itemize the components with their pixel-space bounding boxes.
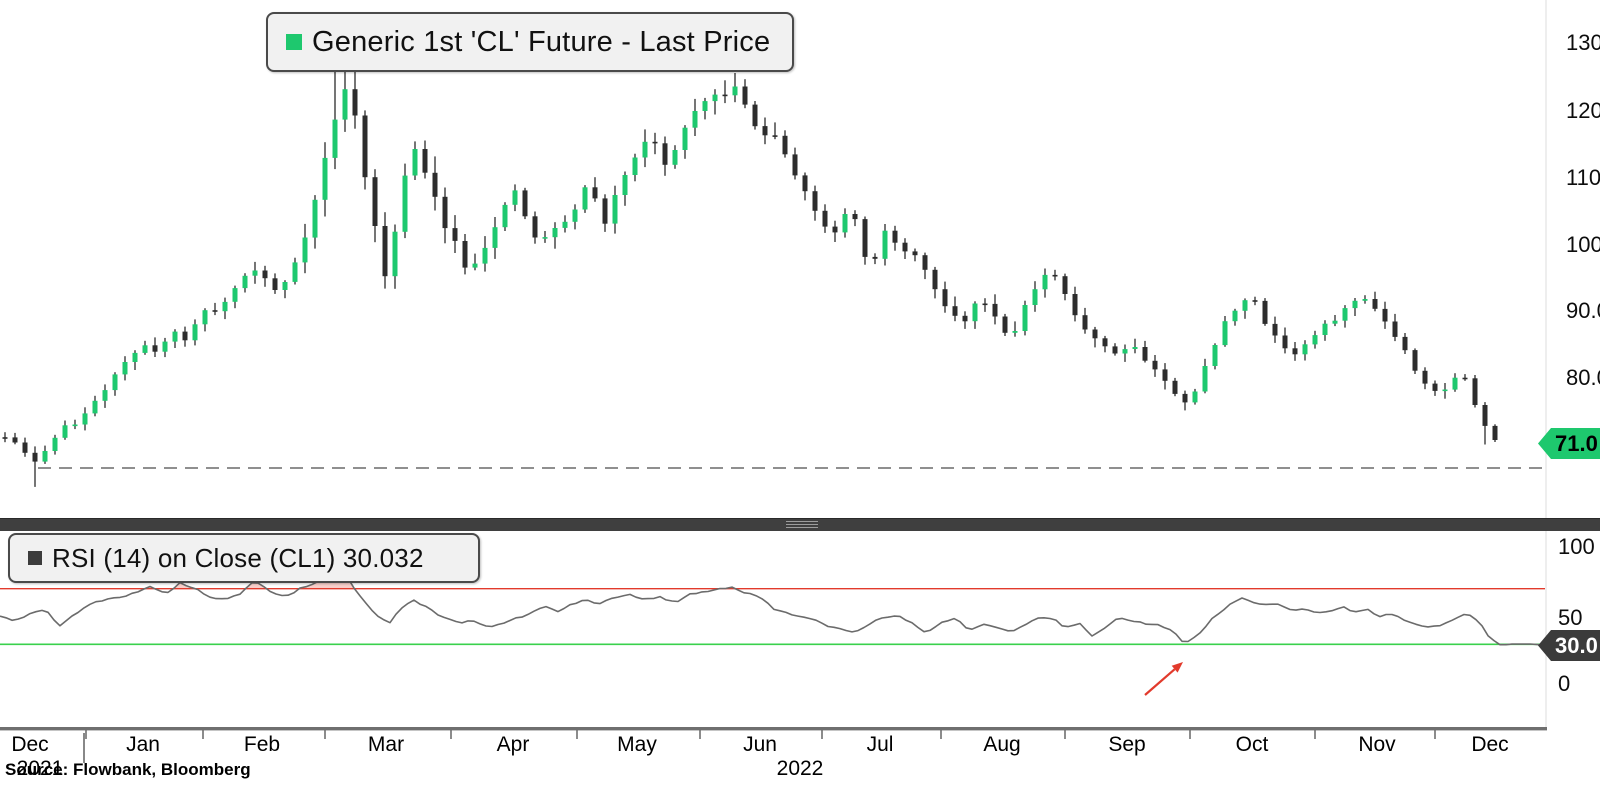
x-axis-month-label: May: [617, 733, 657, 756]
x-axis-month-label: Mar: [367, 733, 405, 756]
rsi-axis-tick-label: 0: [1558, 671, 1571, 696]
panel-divider-bar[interactable]: [0, 518, 1600, 531]
price-axis-tick-label: 120.: [1566, 98, 1600, 123]
price-axis-tick-label: 110.: [1566, 165, 1600, 190]
last-price-badge: 71.0: [1538, 428, 1600, 459]
rsi-value-badge: 30.0: [1538, 630, 1600, 661]
x-axis-month-label: Nov: [1358, 733, 1396, 756]
x-axis-month-label: Dec: [1471, 733, 1509, 756]
price-axis-tick-label: 130.: [1566, 30, 1600, 55]
source-note: Source: Flowbank, Bloomberg: [5, 760, 251, 779]
rsi-marker-icon: [28, 551, 42, 565]
x-axis-line: [0, 727, 1547, 731]
x-axis-month-label: Jun: [743, 733, 777, 756]
rsi-legend[interactable]: RSI (14) on Close (CL1) 30.032: [8, 533, 480, 583]
price-axis-tick-label: 90.0: [1566, 298, 1600, 323]
x-axis-year-label: 2021: [16, 757, 64, 780]
price-axis-tick-label: 80.0: [1566, 365, 1600, 390]
series-marker-icon: [286, 34, 302, 50]
price-series-legend[interactable]: Generic 1st 'CL' Future - Last Price: [266, 12, 794, 72]
x-axis-month-label: Sep: [1108, 733, 1146, 756]
x-axis-month-label: Oct: [1235, 733, 1269, 756]
rsi-line: [0, 574, 1543, 646]
x-axis-month-label: Apr: [496, 733, 530, 756]
rsi-label: RSI (14) on Close (CL1) 30.032: [52, 542, 424, 573]
x-axis-month-label: Jan: [126, 733, 160, 756]
price-axis-tick-label: 100.: [1566, 232, 1600, 257]
divider-grip-handle[interactable]: [786, 521, 818, 529]
x-axis-month-label: Jul: [866, 733, 894, 756]
rsi-axis-tick-label: 100: [1558, 534, 1595, 559]
rsi-overbought-fill: [0, 575, 1545, 589]
price-series-label: Generic 1st 'CL' Future - Last Price: [312, 25, 771, 58]
x-axis-month-label: Dec: [11, 733, 49, 756]
x-axis-month-label: Feb: [243, 733, 281, 756]
candles-group: [2, 51, 1498, 487]
rsi-axis-tick-label: 50: [1558, 605, 1583, 630]
annotation-arrow: [1144, 662, 1183, 696]
x-axis-year-label: 2022: [776, 757, 824, 780]
x-axis-month-label: Aug: [983, 733, 1021, 756]
